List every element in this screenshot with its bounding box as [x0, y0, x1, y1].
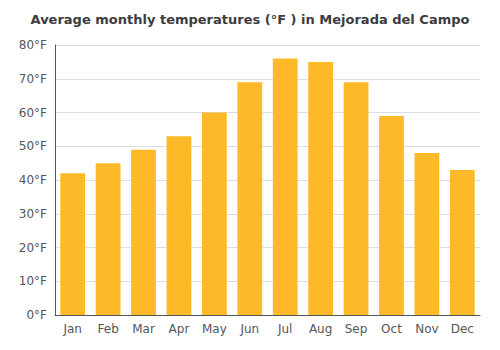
- svg-text:0°F: 0°F: [26, 308, 47, 322]
- svg-text:Sep: Sep: [345, 322, 368, 336]
- svg-text:May: May: [202, 322, 227, 336]
- svg-text:Oct: Oct: [381, 322, 402, 336]
- svg-text:20°F: 20°F: [19, 241, 47, 255]
- svg-text:70°F: 70°F: [19, 72, 47, 86]
- svg-text:Jul: Jul: [277, 322, 292, 336]
- svg-text:80°F: 80°F: [19, 38, 47, 52]
- svg-text:Apr: Apr: [169, 322, 190, 336]
- svg-text:50°F: 50°F: [19, 139, 47, 153]
- svg-text:Jun: Jun: [239, 322, 259, 336]
- svg-text:Feb: Feb: [98, 322, 119, 336]
- svg-text:Dec: Dec: [451, 322, 474, 336]
- svg-text:10°F: 10°F: [19, 274, 47, 288]
- svg-text:60°F: 60°F: [19, 106, 47, 120]
- svg-text:Average monthly temperatures (: Average monthly temperatures (°F ) in Me…: [31, 12, 470, 27]
- svg-text:Nov: Nov: [415, 322, 438, 336]
- svg-text:Mar: Mar: [132, 322, 155, 336]
- svg-text:30°F: 30°F: [19, 207, 47, 221]
- svg-text:Jan: Jan: [62, 322, 82, 336]
- svg-text:40°F: 40°F: [19, 173, 47, 187]
- svg-text:Aug: Aug: [309, 322, 332, 336]
